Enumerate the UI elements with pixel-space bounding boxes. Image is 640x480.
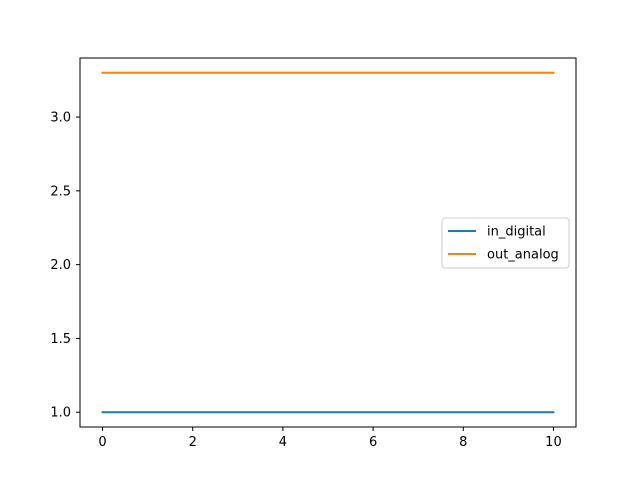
legend-label-out_analog: out_analog xyxy=(487,248,559,263)
x-tick-label: 2 xyxy=(189,435,197,450)
y-tick-label: 1.5 xyxy=(50,332,71,347)
x-tick-label: 0 xyxy=(98,435,106,450)
axes: 0 2 4 6 8 10 1.0 1.5 2.0 2.5 3.0 xyxy=(50,57,577,450)
x-tick-label: 4 xyxy=(279,435,287,450)
y-tick-label: 2.5 xyxy=(50,184,71,199)
y-tick-label: 1.0 xyxy=(50,406,71,421)
x-tick-label: 10 xyxy=(545,435,562,450)
series-lines xyxy=(101,71,555,414)
axes-frame xyxy=(79,57,577,428)
y-tick-label: 2.0 xyxy=(50,258,71,273)
legend-label-in_digital: in_digital xyxy=(487,225,546,240)
x-tick-label: 8 xyxy=(459,435,467,450)
y-tick-label: 3.0 xyxy=(50,111,71,126)
x-tick-label: 6 xyxy=(369,435,377,450)
legend: in_digital out_analog xyxy=(441,217,570,269)
